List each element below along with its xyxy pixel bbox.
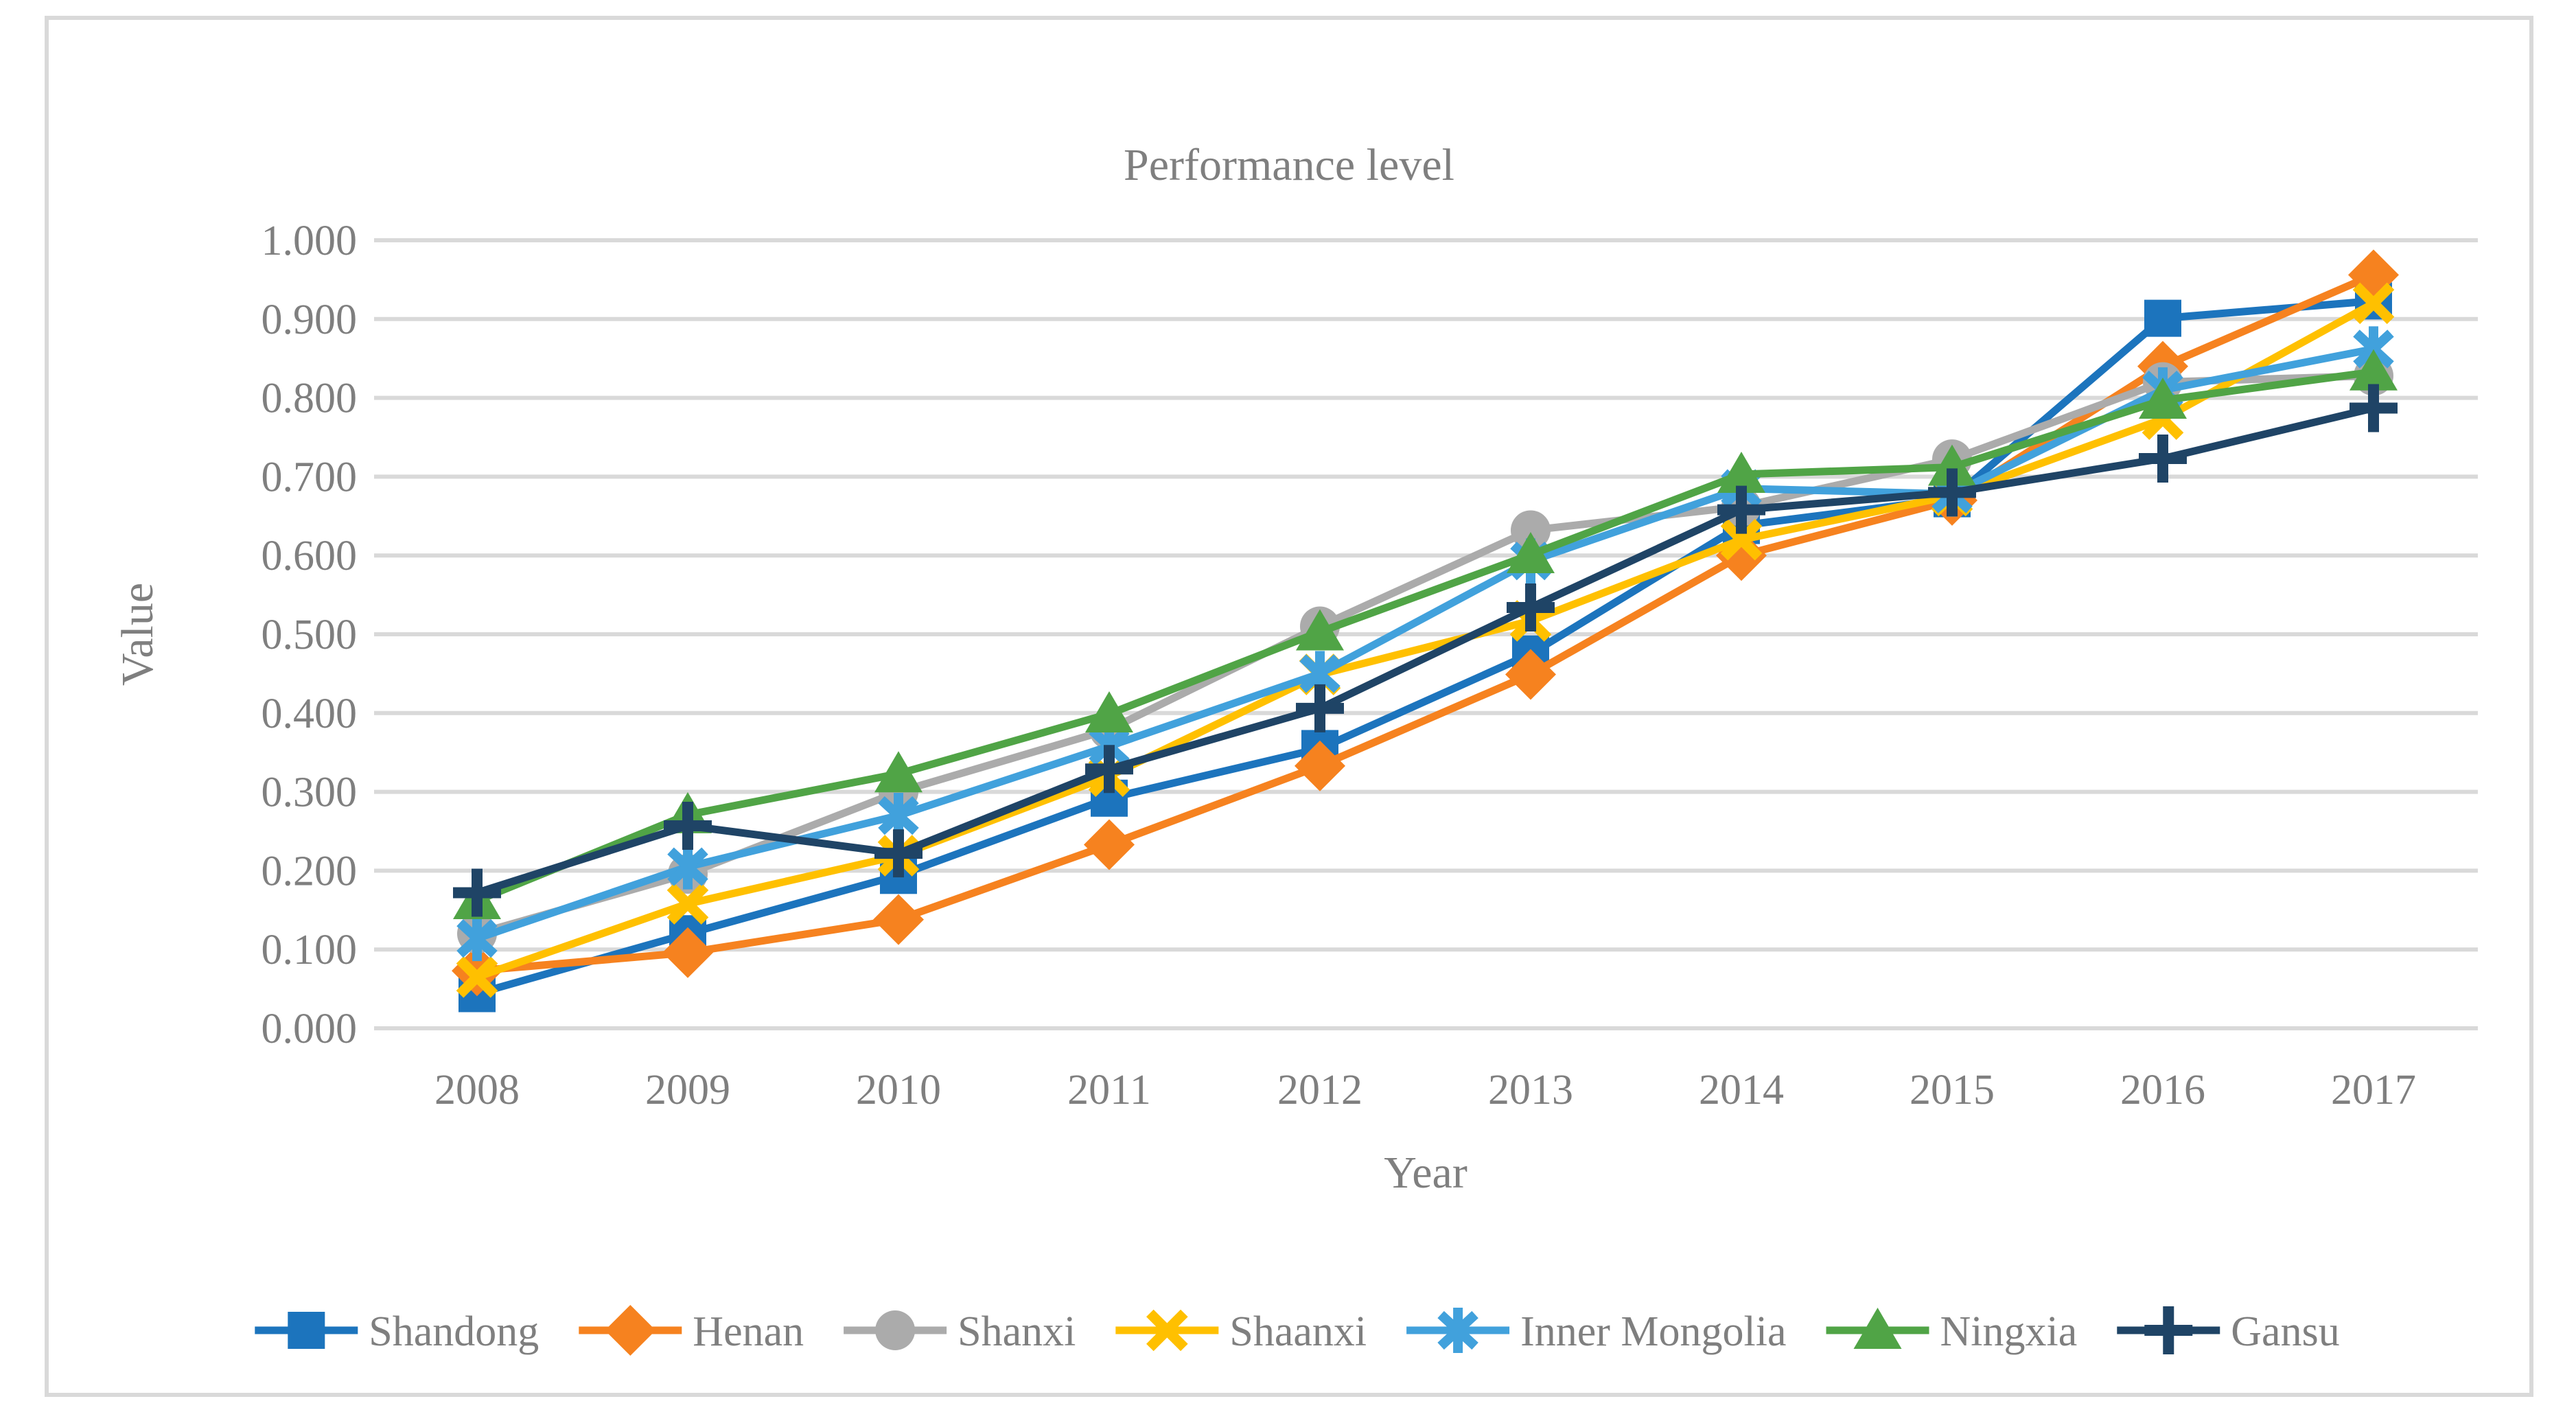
asterisk-marker xyxy=(1437,1308,1478,1353)
x-tick-label: 2017 xyxy=(2331,1067,2416,1113)
plus-marker xyxy=(1717,485,1765,534)
square-marker xyxy=(2144,299,2181,337)
triangle-marker xyxy=(874,751,923,793)
y-tick-label: 1.000 xyxy=(262,218,358,264)
legend-item-gansu: Gansu xyxy=(2117,1306,2340,1355)
x-axis-title: Year xyxy=(1384,1148,1467,1198)
triangle-marker xyxy=(1507,532,1555,574)
legend-item-inner-mongolia: Inner Mongolia xyxy=(1406,1308,1787,1355)
plus-marker xyxy=(874,829,923,878)
legend-item-shanxi: Shanxi xyxy=(844,1308,1076,1355)
x-tick-label: 2012 xyxy=(1277,1067,1362,1113)
diamond-marker xyxy=(1295,740,1345,791)
diamond-marker xyxy=(873,894,924,945)
x-axis-tick-labels: 2008 2009 2010 2011 2012 2013 2014 2015 2016 2017 xyxy=(434,1067,2416,1113)
legend-label: Shandong xyxy=(369,1308,539,1355)
plus-marker xyxy=(1296,684,1344,732)
x-marker xyxy=(1146,1309,1188,1352)
y-tick-label: 0.300 xyxy=(262,770,358,816)
x-tick-label: 2009 xyxy=(645,1067,730,1113)
triangle-marker xyxy=(2349,349,2398,391)
circle-marker xyxy=(1511,510,1551,551)
x-marker xyxy=(1720,518,1763,561)
x-marker xyxy=(456,956,498,998)
legend-label: Shaanxi xyxy=(1229,1308,1367,1355)
y-axis-tick-labels: 0.000 0.100 0.200 0.300 0.400 0.500 0.600 0.700… xyxy=(262,218,358,1052)
x-tick-label: 2015 xyxy=(1910,1067,1995,1113)
x-marker xyxy=(666,883,709,925)
asterisk-marker xyxy=(456,916,498,962)
plus-marker xyxy=(2144,1306,2193,1354)
triangle-marker xyxy=(1928,444,1976,486)
series-line xyxy=(473,299,2378,981)
x-tick-label: 2014 xyxy=(1699,1067,1784,1113)
chart-title: Performance level xyxy=(1124,140,1454,190)
legend-item-shaanxi: Shaanxi xyxy=(1115,1308,1367,1355)
series-line xyxy=(473,368,2378,905)
legend-item-ningxia: Ningxia xyxy=(1826,1308,2078,1355)
legend-label: Gansu xyxy=(2231,1308,2339,1355)
y-tick-label: 0.000 xyxy=(262,1006,358,1052)
plus-marker xyxy=(1507,583,1555,632)
y-tick-label: 0.500 xyxy=(262,612,358,658)
series-line xyxy=(473,371,2378,938)
y-tick-label: 0.700 xyxy=(262,454,358,500)
legend-label: Henan xyxy=(693,1308,804,1355)
plus-marker xyxy=(453,868,501,917)
series-shaanxi xyxy=(456,282,2395,998)
plus-marker xyxy=(1085,745,1133,794)
x-tick-label: 2013 xyxy=(1488,1067,1573,1113)
asterisk-marker xyxy=(667,844,708,890)
y-tick-label: 0.200 xyxy=(262,848,358,894)
series-gansu xyxy=(453,384,2398,917)
series-plot-area xyxy=(452,249,2399,1013)
legend: Shandong Henan Shanxi Shaanxi Inner Mongolia… xyxy=(255,1305,2340,1356)
triangle-marker xyxy=(2139,378,2187,419)
legend-label: Inner Mongolia xyxy=(1520,1308,1786,1355)
x-tick-label: 2011 xyxy=(1067,1067,1151,1113)
diamond-marker xyxy=(605,1305,656,1356)
y-tick-label: 0.900 xyxy=(262,297,358,343)
plus-marker xyxy=(2349,384,2398,432)
y-tick-label: 0.600 xyxy=(262,533,358,579)
legend-item-henan: Henan xyxy=(579,1305,804,1356)
y-axis-title: Value xyxy=(113,583,163,686)
plus-marker xyxy=(2139,434,2187,483)
triangle-marker xyxy=(1296,609,1344,651)
square-marker xyxy=(288,1312,325,1349)
plus-marker xyxy=(1928,468,1976,517)
series-line xyxy=(473,297,2378,997)
x-marker xyxy=(2352,282,2395,325)
diamond-marker xyxy=(662,927,713,978)
series-line xyxy=(473,345,2378,942)
legend-label: Shanxi xyxy=(958,1308,1076,1355)
x-tick-label: 2008 xyxy=(434,1067,520,1113)
legend-label: Ningxia xyxy=(1940,1308,2078,1355)
y-tick-label: 0.400 xyxy=(262,691,358,737)
y-tick-label: 0.800 xyxy=(262,375,358,422)
circle-marker xyxy=(875,1310,916,1350)
x-tick-label: 2016 xyxy=(2120,1067,2205,1113)
series-ningxia xyxy=(453,349,2398,920)
y-tick-label: 0.100 xyxy=(262,927,358,973)
diamond-marker xyxy=(1084,819,1135,870)
series-line xyxy=(473,404,2378,897)
legend-item-shandong: Shandong xyxy=(255,1308,539,1355)
triangle-marker xyxy=(1853,1308,1902,1349)
chart-border xyxy=(45,16,2533,1397)
plus-marker xyxy=(664,801,712,850)
x-tick-label: 2010 xyxy=(856,1067,941,1113)
triangle-marker xyxy=(1717,451,1765,493)
triangle-marker xyxy=(1085,691,1133,732)
diamond-marker xyxy=(1505,649,1556,700)
